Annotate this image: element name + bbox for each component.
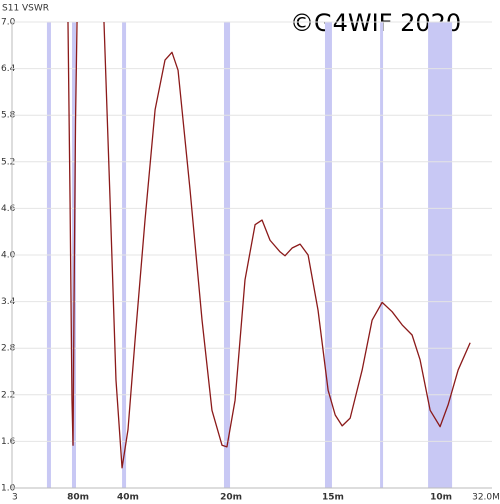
band-label: 40m [117, 493, 139, 503]
y-tick-label: 6.4 [1, 64, 16, 74]
y-tick-label: 4.0 [1, 251, 16, 261]
x-tick-label: 3 [12, 493, 18, 503]
y-tick-label: 1.6 [1, 437, 16, 447]
y-tick-label: 5.8 [1, 111, 16, 121]
y-tick-label: 5.2 [1, 157, 15, 167]
band-label: 20m [220, 493, 242, 503]
y-tick-label: 7.0 [1, 18, 16, 28]
y-tick-label: 2.2 [1, 390, 15, 400]
y-tick-label: 1.0 [1, 484, 16, 494]
y-tick-label: 4.6 [1, 204, 16, 214]
y-tick-label: 2.8 [1, 344, 16, 354]
band-label: 80m [67, 493, 89, 503]
band-label: 15m [322, 493, 344, 503]
y-tick-label: 3.4 [1, 297, 16, 307]
chart-title: S11 VSWR [2, 4, 49, 14]
x-tick-label: 32.0M [472, 493, 500, 503]
band-label: 10m [430, 493, 452, 503]
vswr-line [67, 21, 471, 469]
